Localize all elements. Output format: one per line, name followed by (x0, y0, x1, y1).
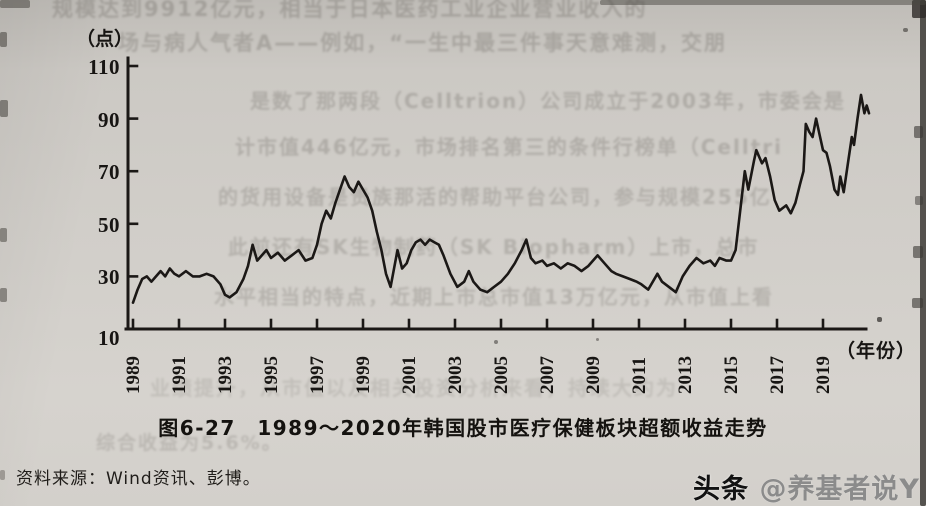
x-axis-unit-label: （年份） (836, 340, 917, 362)
y-tick-label: 90 (98, 107, 120, 132)
edge-artifact (920, 0, 926, 506)
bleedthrough-line: 计市值446亿元，市场排名第三的条件行榜单（Celltri (235, 135, 783, 159)
edge-artifact (914, 126, 923, 138)
edge-artifact (596, 338, 599, 341)
edge-artifact (877, 317, 882, 322)
edge-artifact (903, 28, 908, 32)
watermark-handle: @养基者说Y (759, 474, 920, 505)
figure-caption: 图6-27 1989～2020年韩国股市医疗保健板块超额收益走势 (158, 416, 768, 440)
series-line (131, 93, 871, 305)
y-tick-label: 10 (98, 326, 120, 350)
edge-artifact (0, 470, 5, 480)
edge-artifact (494, 340, 498, 344)
edge-artifact (600, 0, 926, 5)
edge-artifact (912, 298, 923, 308)
edge-artifact (0, 288, 7, 302)
y-tick-label: 70 (98, 160, 120, 185)
bleedthrough-line: 综合收益为5.6%。 (96, 432, 283, 454)
y-axis-unit-label: （点） (76, 28, 134, 50)
edge-artifact (0, 100, 8, 117)
data-source-note: 资料来源：Wind资讯、彭博。 (16, 469, 261, 489)
y-tick-label: 110 (88, 55, 120, 79)
bleedthrough-line: 业绩提升，从市值以及相关投资分析来看，持续大约为 (150, 376, 678, 400)
edge-artifact (0, 228, 7, 242)
edge-artifact (0, 0, 30, 8)
edge-artifact (915, 196, 923, 205)
watermark: 头条 @养基者说Y (693, 467, 920, 506)
y-tick-label: 50 (98, 212, 120, 237)
watermark-brand: 头条 (693, 474, 750, 505)
bleedthrough-line: 的货用设备是贵族那活的帮助平台公司，参与规模255亿 (218, 185, 772, 209)
edge-artifact (0, 32, 7, 47)
bleedthrough-line: 场与病人气者A——例如，“一生中最三件事天意难测，交朋 (118, 31, 728, 55)
y-tick-label: 30 (98, 265, 120, 290)
edge-artifact (913, 246, 923, 258)
bleedthrough-line: 规模达到9912亿元，相当于日本医药工业企业营业收入的 (52, 0, 648, 21)
bleedthrough-line: 是数了那两段（Celltrion）公司成立于2003年，市委会是 (250, 89, 846, 113)
